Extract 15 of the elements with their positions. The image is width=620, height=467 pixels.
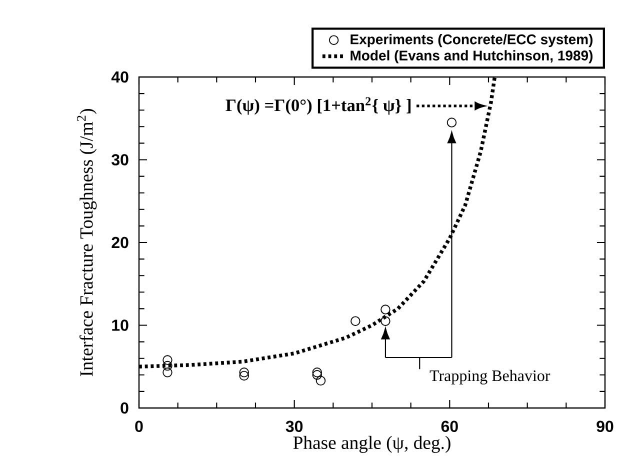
x-tick-label: 60 bbox=[441, 420, 458, 432]
y-tick-label: 20 bbox=[112, 236, 128, 248]
annotation: Trapping Behavior bbox=[430, 370, 550, 384]
y-axis-title: Interface Fracture Toughness (J/m$^{2}$) bbox=[77, 108, 97, 376]
x-tick-label: 30 bbox=[286, 420, 303, 432]
y-tick-label: 40 bbox=[111, 71, 128, 83]
y-tick-label: 30 bbox=[112, 154, 128, 166]
legend-label: Model (Evans and Hutchinson, 1989) bbox=[350, 50, 593, 64]
y-tick-label: 10 bbox=[112, 320, 128, 331]
x-tick-label: 90 bbox=[596, 420, 614, 432]
x-tick-label: 0 bbox=[135, 420, 143, 432]
x-axis-title: Phase angle (ψ, deg.) bbox=[293, 436, 450, 453]
annotation: Γ(ψ) =Γ(0°) [1+tan$^{2}${ ψ} ] bbox=[226, 97, 411, 115]
y-tick-label: 0 bbox=[120, 402, 128, 414]
legend-label: Experiments (Concrete/ECC system) bbox=[350, 34, 593, 48]
